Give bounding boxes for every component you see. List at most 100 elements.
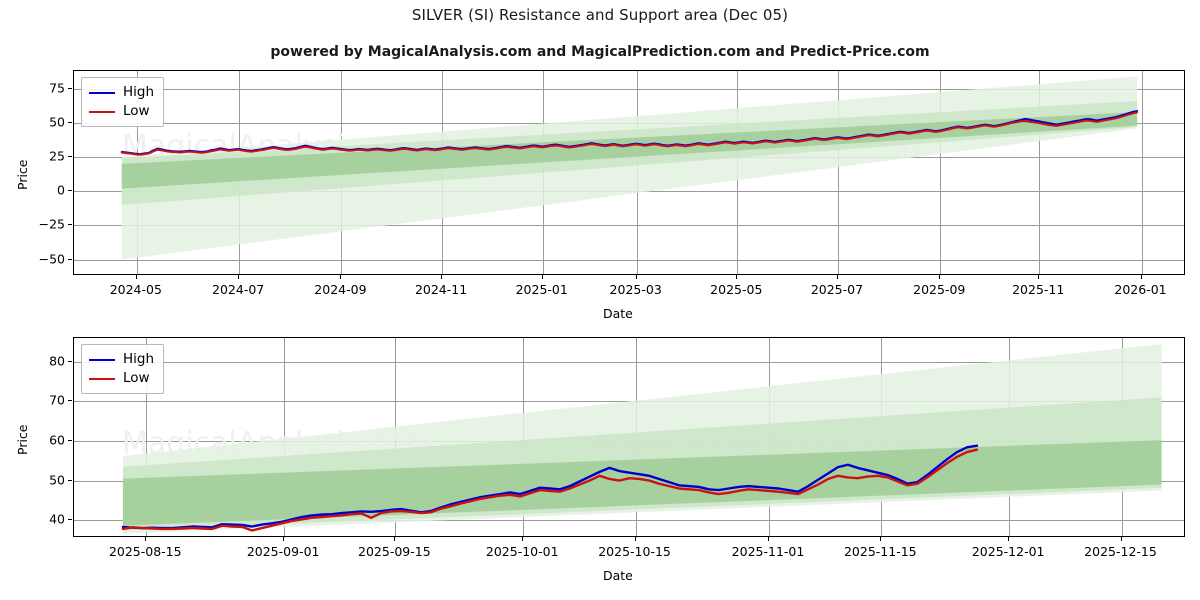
- y-tick-mark: [68, 156, 72, 158]
- y-tick-mark: [68, 258, 72, 260]
- upper-support-resistance-bands: [121, 76, 1138, 260]
- x-tick-mark: [135, 275, 137, 279]
- page-title: SILVER (SI) Resistance and Support area …: [411, 6, 789, 24]
- band-inner: [122, 440, 1162, 526]
- lower-chart-panel: MagicalAnalysis.com MagicalPrediction.co…: [15, 337, 1185, 583]
- y-tick-mark: [68, 121, 72, 123]
- x-tick-label: 2024-09: [314, 282, 367, 297]
- x-tick-mark: [340, 275, 342, 279]
- lower-x-axis-label: Date: [603, 568, 633, 583]
- lower-plot-area: MagicalAnalysis.com MagicalPrediction.co…: [73, 337, 1185, 537]
- x-tick-mark: [635, 275, 637, 279]
- x-tick-label: 2025-10-15: [598, 544, 671, 559]
- x-tick-label: 2026-01: [1114, 282, 1167, 297]
- x-tick-label: 2025-09: [913, 282, 966, 297]
- gridline-horizontal: [74, 520, 1184, 522]
- x-tick-label: 2025-07: [810, 282, 864, 297]
- gridline-horizontal: [74, 88, 1184, 90]
- x-tick-label: 2025-08-15: [108, 544, 182, 559]
- x-tick-label: 2025-12-15: [1084, 544, 1157, 559]
- gridline-vertical: [837, 71, 839, 274]
- x-tick-mark: [441, 275, 443, 279]
- x-tick-label: 2024-07: [212, 282, 265, 297]
- x-tick-label: 2025-05: [710, 282, 763, 297]
- y-tick-mark: [68, 439, 72, 441]
- x-tick-mark: [768, 537, 769, 541]
- x-tick-label: 2025-12-01: [971, 544, 1045, 559]
- y-tick-label: 70: [49, 392, 65, 408]
- y-tick-mark: [68, 519, 72, 521]
- y-tick-label: 50: [49, 472, 65, 488]
- gridline-vertical: [1039, 71, 1041, 274]
- low-line-swatch: [89, 110, 115, 113]
- x-tick-mark: [238, 275, 240, 279]
- x-tick-mark: [1008, 537, 1010, 541]
- x-tick-mark: [736, 275, 738, 279]
- x-tick-label: 2025-11-01: [731, 544, 805, 559]
- upper-series-lines: [120, 109, 1139, 156]
- y-tick-mark: [68, 360, 72, 362]
- x-tick-label: 2025-01: [515, 282, 568, 297]
- lower-legend-label-low: Low: [123, 370, 150, 386]
- x-tick-mark: [283, 537, 285, 541]
- y-tick-label: 50: [49, 114, 65, 130]
- y-tick-mark: [68, 224, 72, 226]
- x-tick-mark: [1120, 537, 1122, 541]
- upper-legend-label-high: High: [123, 84, 155, 100]
- high-line-swatch: [89, 91, 115, 94]
- gridline-horizontal: [74, 225, 1184, 227]
- gridline-vertical: [146, 338, 148, 536]
- series-line-low: [121, 448, 979, 532]
- x-tick-label: 2025-09-01: [246, 544, 320, 559]
- lower-legend: High Low: [81, 344, 165, 394]
- x-tick-mark: [634, 537, 636, 541]
- x-tick-label: 2024-11: [414, 282, 468, 297]
- y-tick-mark: [68, 190, 72, 192]
- x-tick-mark: [541, 275, 543, 279]
- gridline-vertical: [940, 71, 942, 274]
- upper-legend-item-high[interactable]: High: [89, 83, 154, 102]
- page-subtitle: powered by MagicalAnalysis.com and Magic…: [270, 44, 930, 60]
- upper-chart-panel: MagicalAnalysis.com MagicalPrediction.co…: [15, 70, 1185, 321]
- gridline-vertical: [284, 338, 286, 536]
- lower-legend-item-high[interactable]: High: [89, 350, 154, 369]
- y-tick-label: 25: [49, 148, 65, 164]
- x-tick-label: 2025-09-15: [358, 544, 431, 559]
- x-tick-mark: [394, 537, 396, 541]
- lower-legend-item-low[interactable]: Low: [89, 369, 154, 388]
- gridline-horizontal: [74, 259, 1184, 261]
- lower-y-axis-label: Price: [15, 424, 30, 456]
- x-tick-mark: [939, 275, 941, 279]
- gridline-vertical: [1141, 71, 1143, 274]
- gridline-horizontal: [74, 361, 1184, 363]
- x-tick-mark: [1038, 275, 1040, 279]
- y-tick-mark: [68, 479, 72, 481]
- y-tick-label: 75: [49, 80, 65, 96]
- lower-support-resistance-bands: [122, 343, 1162, 534]
- upper-x-axis-label: Date: [603, 306, 633, 321]
- x-tick-label: 2025-11: [1012, 282, 1065, 297]
- upper-legend-label-low: Low: [123, 103, 150, 119]
- upper-legend: High Low: [81, 77, 165, 127]
- upper-y-axis-label: Price: [15, 159, 30, 191]
- band-inner: [121, 112, 1138, 189]
- y-tick-label: 60: [49, 432, 65, 448]
- x-tick-mark: [836, 275, 838, 279]
- series-line-low: [120, 111, 1139, 156]
- y-tick-mark: [68, 400, 72, 402]
- y-tick-mark: [68, 87, 72, 89]
- x-tick-label: 2025-10-01: [485, 544, 559, 559]
- series-line-high: [121, 444, 979, 530]
- lower-legend-label-high: High: [123, 351, 155, 367]
- x-tick-label: 2025-11-15: [843, 544, 917, 559]
- low-line-swatch: [89, 377, 115, 380]
- y-tick-label: −50: [38, 251, 65, 267]
- y-tick-label: 0: [57, 182, 65, 198]
- x-tick-mark: [522, 537, 524, 541]
- x-tick-mark: [880, 537, 882, 541]
- y-tick-label: 40: [49, 511, 65, 527]
- x-tick-label: 2025-03: [609, 282, 662, 297]
- x-tick-label: 2024-05: [109, 282, 162, 297]
- upper-legend-item-low[interactable]: Low: [89, 102, 154, 121]
